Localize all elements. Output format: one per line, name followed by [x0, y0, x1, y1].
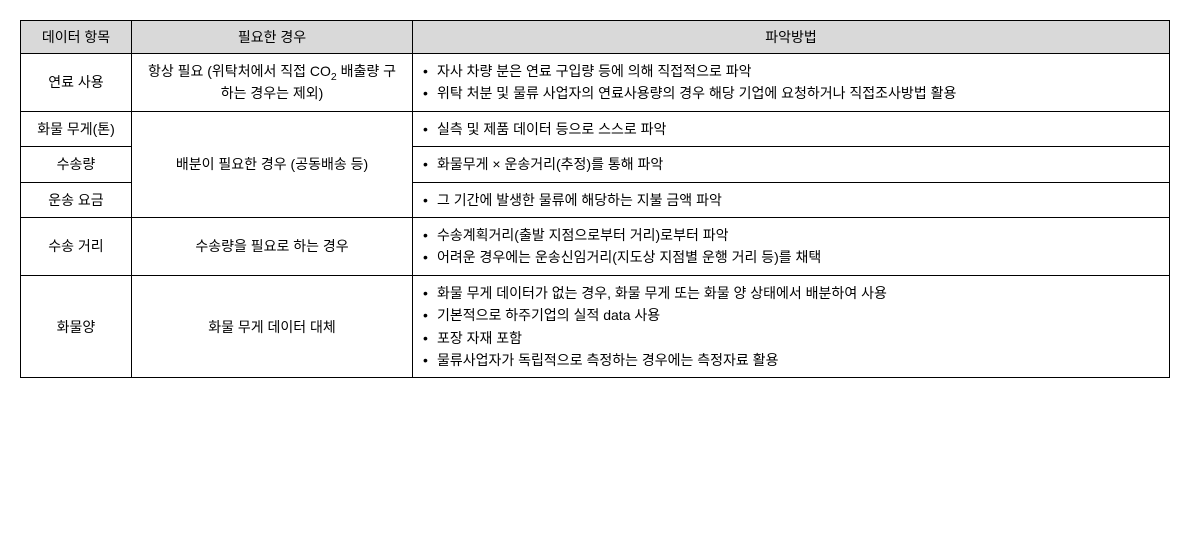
- cell-fuel-item: 연료 사용: [21, 54, 132, 112]
- bullet-icon: •: [423, 153, 437, 175]
- bullet-icon: •: [423, 246, 437, 268]
- header-col-need: 필요한 경우: [132, 21, 413, 54]
- cargo-amount-method-2: 포장 자재 포함: [437, 327, 1159, 349]
- bullet-icon: •: [423, 118, 437, 140]
- cell-distance-item: 수송 거리: [21, 217, 132, 275]
- header-col-method: 파악방법: [413, 21, 1170, 54]
- cell-distance-need: 수송량을 필요로 하는 경우: [132, 217, 413, 275]
- row-cargo-amount: 화물양 화물 무게 데이터 대체 •화물 무게 데이터가 없는 경우, 화물 무…: [21, 275, 1170, 378]
- bullet-icon: •: [423, 82, 437, 104]
- data-items-table: 데이터 항목 필요한 경우 파악방법 연료 사용 항상 필요 (위탁처에서 직접…: [20, 20, 1170, 378]
- cell-fuel-method: •자사 차량 분은 연료 구입량 등에 의해 직접적으로 파악 •위탁 처분 및…: [413, 54, 1170, 112]
- shipping-fee-method-0: 그 기간에 발생한 물류에 해당하는 지불 금액 파악: [437, 189, 1159, 211]
- cargo-weight-method-0: 실측 및 제품 데이터 등으로 스스로 파악: [437, 118, 1159, 140]
- cargo-amount-method-1: 기본적으로 하주기업의 실적 data 사용: [437, 304, 1159, 326]
- cell-cargo-weight-method: •실측 및 제품 데이터 등으로 스스로 파악: [413, 111, 1170, 146]
- cargo-amount-method-0: 화물 무게 데이터가 없는 경우, 화물 무게 또는 화물 양 상태에서 배분하…: [437, 282, 1159, 304]
- bullet-icon: •: [423, 282, 437, 304]
- cell-allocation-need: 배분이 필요한 경우 (공동배송 등): [132, 111, 413, 217]
- cargo-amount-method-3: 물류사업자가 독립적으로 측정하는 경우에는 측정자료 활용: [437, 349, 1159, 371]
- bullet-icon: •: [423, 224, 437, 246]
- cell-cargo-amount-need: 화물 무게 데이터 대체: [132, 275, 413, 378]
- cell-cargo-amount-method: •화물 무게 데이터가 없는 경우, 화물 무게 또는 화물 양 상태에서 배분…: [413, 275, 1170, 378]
- bullet-icon: •: [423, 349, 437, 371]
- row-fuel: 연료 사용 항상 필요 (위탁처에서 직접 CO2 배출량 구하는 경우는 제외…: [21, 54, 1170, 112]
- row-cargo-weight: 화물 무게(톤) 배분이 필요한 경우 (공동배송 등) •실측 및 제품 데이…: [21, 111, 1170, 146]
- distance-method-0: 수송계획거리(출발 지점으로부터 거리)로부터 파악: [437, 224, 1159, 246]
- header-col-item: 데이터 항목: [21, 21, 132, 54]
- cell-cargo-weight-item: 화물 무게(톤): [21, 111, 132, 146]
- bullet-icon: •: [423, 304, 437, 326]
- fuel-method-1: 위탁 처분 및 물류 사업자의 연료사용량의 경우 해당 기업에 요청하거나 직…: [437, 82, 1159, 104]
- row-distance: 수송 거리 수송량을 필요로 하는 경우 •수송계획거리(출발 지점으로부터 거…: [21, 217, 1170, 275]
- fuel-method-0: 자사 차량 분은 연료 구입량 등에 의해 직접적으로 파악: [437, 60, 1159, 82]
- cell-shipping-fee-method: •그 기간에 발생한 물류에 해당하는 지불 금액 파악: [413, 182, 1170, 217]
- cell-transport-volume-method: •화물무게 × 운송거리(추정)를 통해 파악: [413, 147, 1170, 182]
- bullet-icon: •: [423, 60, 437, 82]
- distance-method-1: 어려운 경우에는 운송신임거리(지도상 지점별 운행 거리 등)를 채택: [437, 246, 1159, 268]
- header-row: 데이터 항목 필요한 경우 파악방법: [21, 21, 1170, 54]
- cell-distance-method: •수송계획거리(출발 지점으로부터 거리)로부터 파악 •어려운 경우에는 운송…: [413, 217, 1170, 275]
- bullet-icon: •: [423, 327, 437, 349]
- cell-cargo-amount-item: 화물양: [21, 275, 132, 378]
- cell-transport-volume-item: 수송량: [21, 147, 132, 182]
- cell-fuel-need: 항상 필요 (위탁처에서 직접 CO2 배출량 구하는 경우는 제외): [132, 54, 413, 112]
- transport-volume-method-0: 화물무게 × 운송거리(추정)를 통해 파악: [437, 153, 1159, 175]
- bullet-icon: •: [423, 189, 437, 211]
- cell-shipping-fee-item: 운송 요금: [21, 182, 132, 217]
- fuel-need-prefix: 항상 필요 (위탁처에서 직접 CO: [148, 63, 331, 79]
